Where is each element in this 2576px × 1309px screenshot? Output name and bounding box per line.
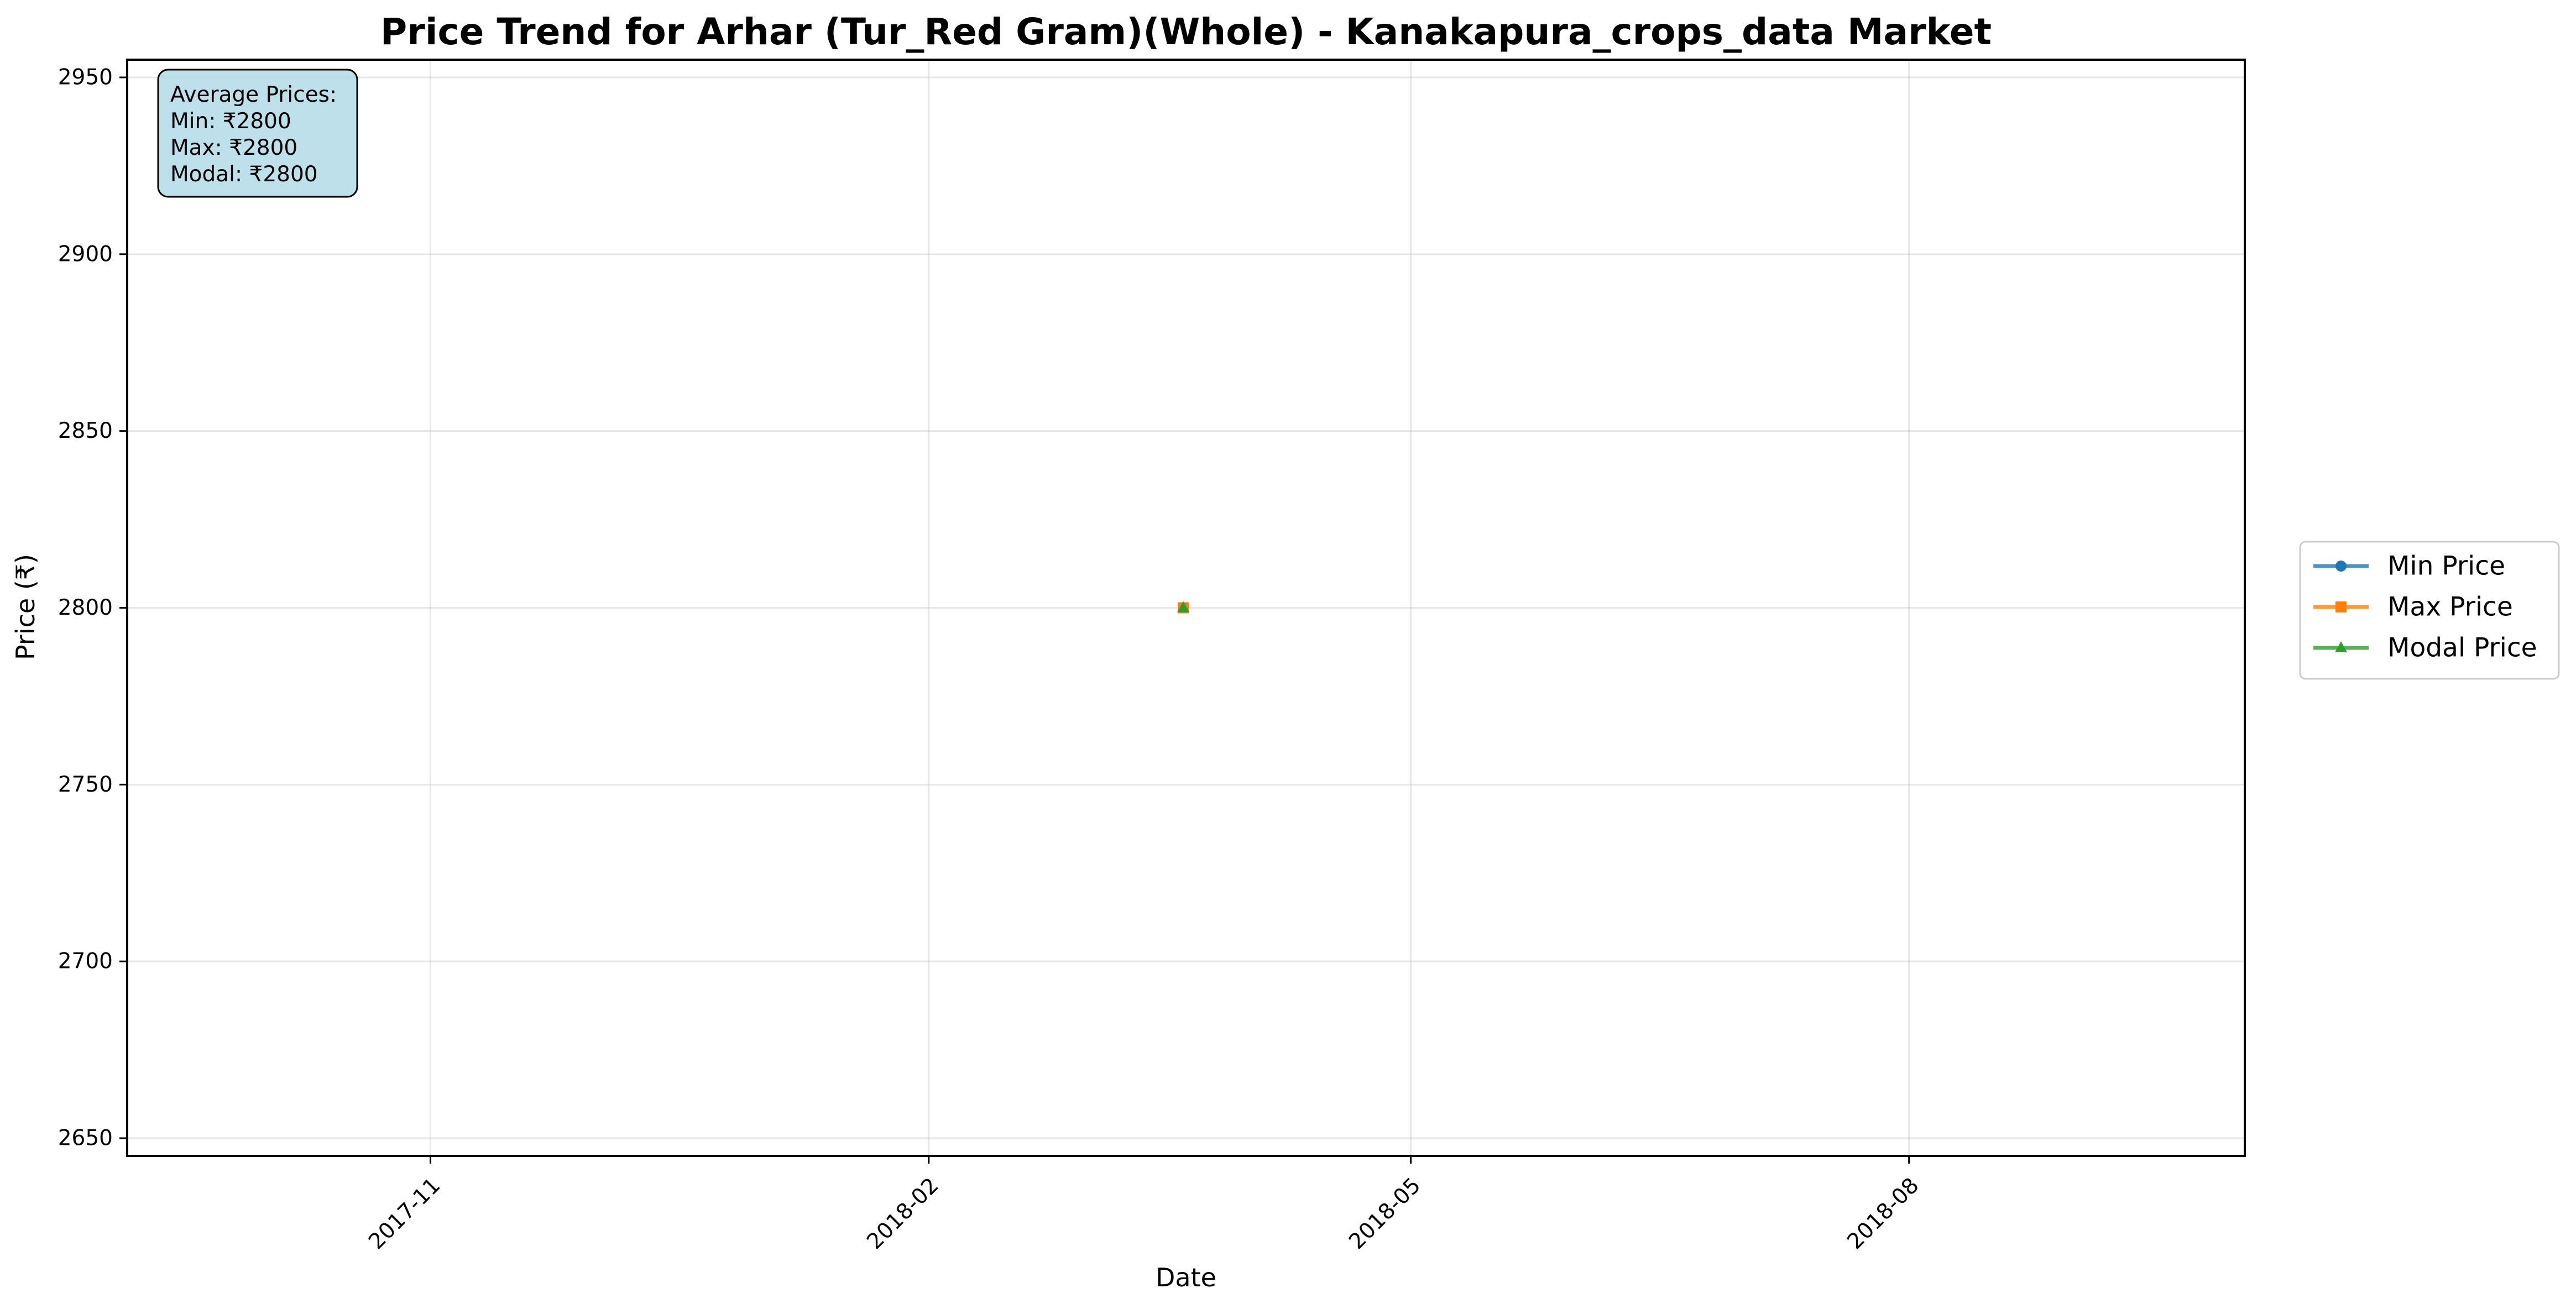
y-tick-label: 2950	[58, 65, 113, 90]
legend-marker-modal-price	[2335, 641, 2347, 652]
legend-marker-max-price	[2335, 601, 2347, 612]
legend-label-min-price: Min Price	[2387, 551, 2505, 582]
average-prices-box-background	[157, 69, 358, 198]
y-tick-label: 2900	[58, 242, 113, 266]
y-tick-label: 2650	[58, 1126, 113, 1151]
average-prices-line: Modal: ₹2800	[170, 162, 318, 187]
y-tick-label: 2850	[58, 418, 113, 443]
legend-label-modal-price: Modal Price	[2387, 633, 2537, 663]
data-series	[1177, 601, 1190, 614]
y-tick-label: 2700	[58, 949, 113, 974]
y-axis-label: Price (₹)	[11, 554, 40, 660]
legend-entry-min-price: Min Price	[2313, 551, 2505, 582]
average-prices-line: Average Prices:	[170, 82, 337, 107]
y-axis-ticks: 2650 2700 2750 2800 2850 2900 2950	[58, 65, 127, 1151]
x-axis-label: Date	[1156, 1263, 1216, 1292]
series-modal-price	[1177, 601, 1190, 612]
y-tick-label: 2800	[58, 595, 113, 620]
legend: Min Price Max Price Modal Price	[2299, 541, 2560, 680]
legend-entry-max-price: Max Price	[2313, 592, 2513, 622]
legend-entry-modal-price: Modal Price	[2313, 633, 2537, 663]
average-prices-line: Max: ₹2800	[170, 135, 297, 160]
legend-label-max-price: Max Price	[2387, 592, 2513, 622]
data-point-modal-price	[1177, 601, 1190, 612]
average-prices-line: Min: ₹2800	[170, 109, 291, 134]
y-tick-label: 2750	[58, 772, 113, 797]
legend-marker-min-price	[2335, 561, 2347, 572]
legend-box	[2299, 541, 2560, 680]
grid-lines	[127, 60, 2245, 1156]
chart-title: Price Trend for Arhar (Tur_Red Gram)(Who…	[380, 11, 1992, 53]
